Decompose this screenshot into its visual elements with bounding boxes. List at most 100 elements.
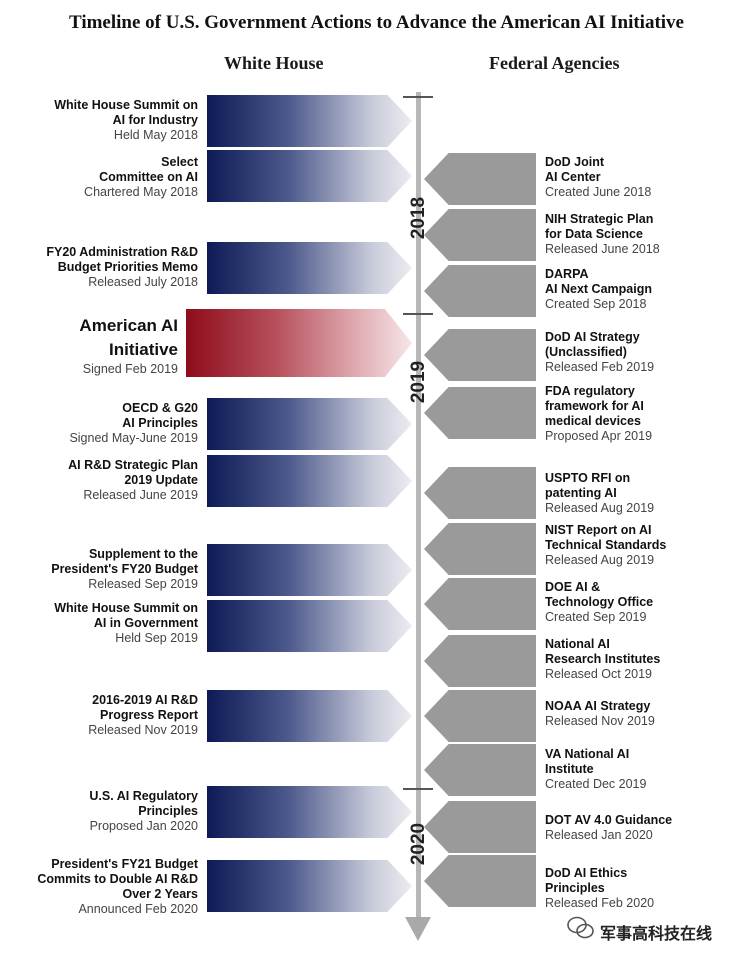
federal-agency-item: FDA regulatory framework for AI medical de… <box>545 384 652 444</box>
item-title-line: medical devices <box>545 414 641 428</box>
item-title-line: FDA regulatory <box>545 384 635 398</box>
item-title-line: National AI <box>545 637 610 651</box>
federal-agency-arrow <box>424 801 536 853</box>
chart-title: Timeline of U.S. Government Actions to A… <box>68 12 684 33</box>
item-title-line: NIST Report on AI <box>545 523 652 537</box>
federal-agencies-heading: Federal Agencies <box>489 53 620 73</box>
white-house-arrow <box>207 860 412 912</box>
item-title-line: DOE AI & <box>545 580 601 594</box>
item-title-line: VA National AI <box>545 747 630 761</box>
item-title-line: Initiative <box>109 340 178 359</box>
item-title-line: AI Next Campaign <box>545 282 652 296</box>
federal-agency-item: DoD AI Ethics Principles Released Feb 2020 <box>545 866 654 911</box>
federal-agency-arrow <box>424 467 536 519</box>
item-date: Announced Feb 2020 <box>78 902 198 916</box>
federal-agency-arrow <box>424 209 536 261</box>
white-house-arrow <box>207 95 412 147</box>
item-date: Proposed Jan 2020 <box>89 819 198 833</box>
item-date: Released June 2019 <box>83 488 198 502</box>
item-title-line: U.S. AI Regulatory <box>89 789 198 803</box>
white-house-arrow <box>207 398 412 450</box>
federal-agency-arrow <box>424 635 536 687</box>
item-title-line: AI Principles <box>122 416 198 430</box>
item-title-line: DoD AI Strategy <box>545 330 640 344</box>
item-title-line: FY20 Administration R&D <box>46 245 198 259</box>
item-title-line: Principles <box>138 804 198 818</box>
federal-agency-item: DoD Joint AI Center Created June 2018 <box>545 155 651 200</box>
white-house-arrow <box>207 690 412 742</box>
item-title-line: Principles <box>545 881 605 895</box>
item-date: Signed May-June 2019 <box>69 431 198 445</box>
white-house-item: White House Summit on AI for Industry Held… <box>54 98 198 143</box>
white-house-arrow <box>207 544 412 596</box>
federal-agency-arrow <box>424 329 536 381</box>
item-title-line: Select <box>161 155 198 169</box>
item-title-line: AI in Government <box>93 616 198 630</box>
item-date: Created Dec 2019 <box>545 777 647 791</box>
white-house-heading: White House <box>224 53 324 73</box>
federal-agency-item: DOE AI & Technology Office Created Sep 201… <box>545 580 653 625</box>
white-house-arrow <box>207 600 412 652</box>
item-date: Released Nov 2019 <box>88 723 198 737</box>
white-house-item: AI R&D Strategic Plan 2019 Update Released… <box>68 458 198 503</box>
white-house-item: Supplement to the President's FY20 Budget… <box>51 547 198 592</box>
item-date: Released Feb 2019 <box>545 360 655 374</box>
item-title-line: for Data Science <box>545 227 643 241</box>
item-title-line: Technology Office <box>545 595 654 609</box>
white-house-item: White House Summit on AI in Government Hel… <box>54 601 198 646</box>
item-date: Chartered May 2018 <box>84 185 198 199</box>
item-title-line: White House Summit on <box>54 601 198 615</box>
federal-agency-item: DARPA AI Next Campaign Created Sep 2018 <box>545 267 652 312</box>
item-title-line: Supplement to the <box>88 547 198 561</box>
timeline-arrowhead <box>405 917 431 941</box>
item-date: Released July 2018 <box>88 275 198 289</box>
item-title-line: President's FY21 Budget <box>51 857 198 871</box>
item-date: Held May 2018 <box>113 128 198 142</box>
white-house-item: U.S. AI Regulatory Principles Proposed Jan… <box>89 789 198 834</box>
item-title-line: AI for Industry <box>112 113 198 127</box>
federal-agency-arrow <box>424 690 536 742</box>
item-title-line: AI R&D Strategic Plan <box>68 458 198 472</box>
item-date: Released Feb 2020 <box>545 896 655 910</box>
year-divider-2020 <box>403 788 433 790</box>
federal-agency-item: NIH Strategic Plan for Data Science Releas… <box>545 212 660 257</box>
item-title-line: DoD Joint <box>545 155 605 169</box>
federal-agency-arrow <box>424 855 536 907</box>
item-title-line: DOT AV 4.0 Guidance <box>545 813 673 827</box>
federal-agency-arrow <box>424 523 536 575</box>
item-title-line: Budget Priorities Memo <box>57 260 198 274</box>
federal-agency-item: NIST Report on AI Technical Standards Rele… <box>545 523 666 568</box>
watermark-text: 军事高科技在线 <box>600 926 713 943</box>
item-title-line: NIH Strategic Plan <box>545 212 654 226</box>
federal-agency-item: National AI Research Institutes Released O… <box>545 637 660 682</box>
item-date: Released Nov 2019 <box>545 714 655 728</box>
item-title-line: framework for AI <box>545 399 644 413</box>
federal-agency-arrow <box>424 153 536 205</box>
white-house-item: OECD & G20 AI Principles Signed May-June 2… <box>69 401 198 446</box>
item-date: Proposed Apr 2019 <box>545 429 653 443</box>
white-house-arrow <box>207 242 412 294</box>
item-title-line: Commits to Double AI R&D <box>37 872 198 886</box>
item-title-line: American AI <box>79 316 178 335</box>
item-title-line: (Unclassified) <box>545 345 627 359</box>
item-title-line: White House Summit on <box>54 98 198 112</box>
item-title-line: 2016-2019 AI R&D <box>92 693 198 707</box>
federal-agency-item: USPTO RFI on patenting AI Released Aug 201… <box>545 471 654 516</box>
federal-agency-arrow <box>424 744 536 796</box>
item-date: Released Oct 2019 <box>545 667 653 681</box>
item-title-line: NOAA AI Strategy <box>545 699 651 713</box>
item-title-line: DoD AI Ethics <box>545 866 628 880</box>
item-date: Released June 2018 <box>545 242 660 256</box>
federal-agency-item: DoD AI Strategy (Unclassified) Released Fe… <box>545 330 654 375</box>
item-date: Released Aug 2019 <box>545 501 655 515</box>
item-date: Held Sep 2019 <box>115 631 198 645</box>
item-title-line: patenting AI <box>545 486 617 500</box>
federal-agency-item: VA National AI Institute Created Dec 2019 <box>545 747 646 792</box>
item-date: Created Sep 2019 <box>545 610 647 624</box>
item-title-line: President's FY20 Budget <box>51 562 198 576</box>
federal-agency-arrow <box>424 578 536 630</box>
item-date: Created June 2018 <box>545 185 652 199</box>
timeline-axis <box>416 92 421 920</box>
item-title-line: 2019 Update <box>124 473 198 487</box>
white-house-item: 2016-2019 AI R&D Progress Report Released … <box>88 693 198 738</box>
